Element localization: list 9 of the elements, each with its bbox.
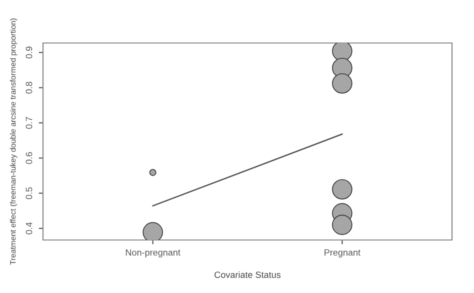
- y-tick-label: 0.5: [26, 187, 32, 200]
- y-tick-label: 0.7: [26, 117, 32, 129]
- x-tick-label: Non-pregnant: [126, 249, 180, 258]
- y-tick-label: 0.4: [26, 222, 32, 234]
- y-tick-label: 0.9: [26, 46, 32, 58]
- x-tick-label: Pregnant: [324, 249, 360, 258]
- y-tick-label: 0.8: [26, 82, 32, 94]
- x-axis-title: Covariate Status: [214, 271, 281, 278]
- y-tick-label: 0.6: [26, 152, 32, 164]
